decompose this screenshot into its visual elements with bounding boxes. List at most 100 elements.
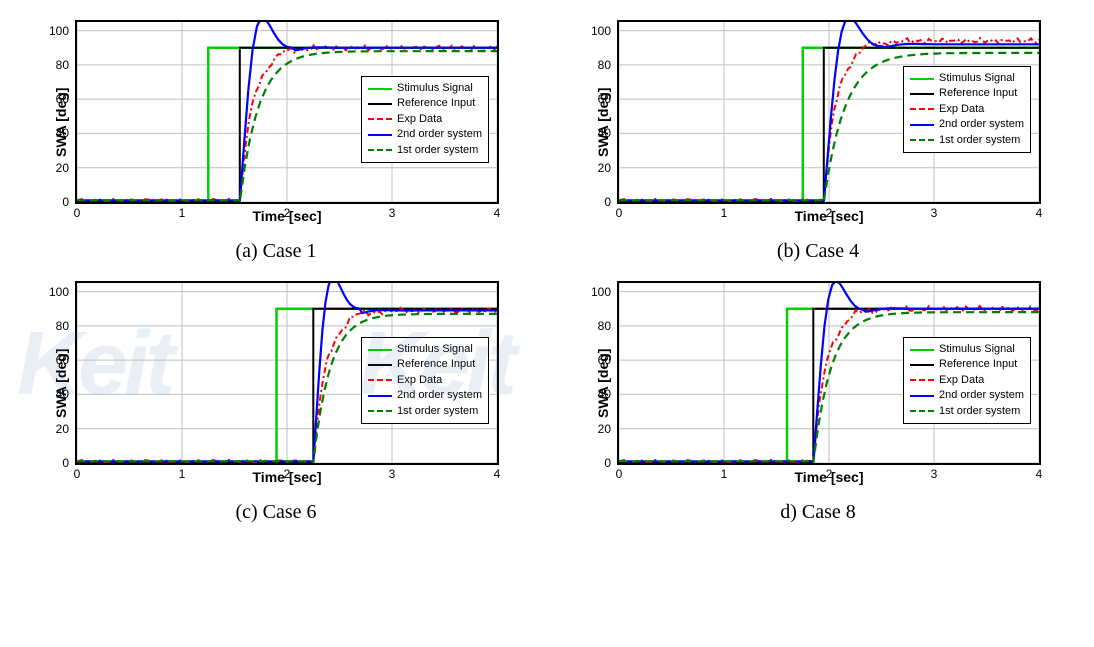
x-tick-label: 2 [284, 206, 291, 220]
x-tick-label: 4 [494, 206, 501, 220]
x-tick-label: 1 [721, 206, 728, 220]
legend: Stimulus SignalReference InputExp Data2n… [903, 66, 1031, 153]
legend-item: Exp Data [910, 373, 1024, 388]
legend-item: 1st order system [910, 133, 1024, 148]
legend: Stimulus SignalReference InputExp Data2n… [361, 76, 489, 163]
legend-label: Exp Data [397, 112, 442, 127]
chart-wrap: SWA [deg] 01234020406080100Stimulus Signa… [53, 20, 499, 224]
chart-caption: (b) Case 4 [777, 240, 859, 263]
y-tick-label: 60 [598, 353, 611, 367]
legend-swatch [368, 118, 392, 120]
x-tick-label: 1 [179, 206, 186, 220]
legend-swatch [368, 410, 392, 412]
x-tick-label: 2 [826, 206, 833, 220]
chart-panel: SWA [deg] 01234020406080100Stimulus Signa… [562, 20, 1074, 271]
legend-label: 1st order system [939, 404, 1020, 419]
legend-label: Reference Input [397, 357, 475, 372]
legend-item: Reference Input [910, 357, 1024, 372]
x-tick-label: 2 [284, 467, 291, 481]
legend-label: Stimulus Signal [939, 342, 1015, 357]
legend-swatch [910, 124, 934, 126]
legend-swatch [910, 395, 934, 397]
chart-caption: (a) Case 1 [235, 240, 316, 263]
chart-caption: d) Case 8 [780, 501, 856, 524]
x-tick-label: 3 [931, 467, 938, 481]
y-tick-label: 20 [56, 161, 69, 175]
legend-item: 1st order system [910, 404, 1024, 419]
legend-item: Exp Data [368, 112, 482, 127]
y-tick-label: 40 [598, 126, 611, 140]
legend-label: Reference Input [397, 96, 475, 111]
x-tick-label: 3 [389, 467, 396, 481]
x-tick-label: 0 [74, 206, 81, 220]
x-tick-label: 2 [826, 467, 833, 481]
x-tick-label: 4 [1036, 206, 1043, 220]
legend-swatch [910, 410, 934, 412]
y-tick-label: 100 [591, 24, 611, 38]
legend-label: Exp Data [939, 373, 984, 388]
legend-swatch [910, 78, 934, 80]
legend-swatch [368, 349, 392, 351]
legend-label: Exp Data [939, 102, 984, 117]
y-tick-label: 40 [56, 126, 69, 140]
legend-item: Stimulus Signal [910, 71, 1024, 86]
legend-label: 2nd order system [397, 388, 482, 403]
legend-swatch [368, 379, 392, 381]
y-axis-label: SWA [deg] [595, 20, 611, 224]
legend-swatch [368, 103, 392, 105]
y-tick-label: 60 [56, 353, 69, 367]
legend-label: Exp Data [397, 373, 442, 388]
x-tick-label: 4 [494, 467, 501, 481]
plot-area: 01234020406080100Stimulus SignalReferenc… [617, 20, 1041, 204]
legend-swatch [368, 149, 392, 151]
legend-swatch [368, 364, 392, 366]
y-tick-label: 20 [598, 422, 611, 436]
chart-wrap: SWA [deg] Keit01234020406080100Stimulus S… [595, 281, 1041, 485]
legend-item: 2nd order system [910, 388, 1024, 403]
chart-panel: SWA [deg]Keit01234020406080100Stimulus S… [20, 281, 532, 532]
legend-swatch [910, 349, 934, 351]
legend-label: 2nd order system [939, 388, 1024, 403]
legend-item: Exp Data [368, 373, 482, 388]
x-tick-label: 4 [1036, 467, 1043, 481]
legend-item: Reference Input [368, 357, 482, 372]
legend-swatch [368, 395, 392, 397]
legend-item: Reference Input [368, 96, 482, 111]
plot-area: Keit01234020406080100Stimulus SignalRefe… [617, 281, 1041, 465]
y-tick-label: 20 [56, 422, 69, 436]
legend-label: Reference Input [939, 86, 1017, 101]
legend-item: 2nd order system [368, 127, 482, 142]
y-tick-label: 0 [62, 456, 69, 470]
y-tick-label: 20 [598, 161, 611, 175]
legend-item: 1st order system [368, 404, 482, 419]
legend: Stimulus SignalReference InputExp Data2n… [903, 337, 1031, 424]
x-tick-label: 3 [389, 206, 396, 220]
legend-label: 1st order system [397, 143, 478, 158]
y-tick-label: 40 [598, 387, 611, 401]
x-tick-label: 0 [616, 206, 623, 220]
plot-area: 01234020406080100Stimulus SignalReferenc… [75, 20, 499, 204]
chart-grid: SWA [deg]01234020406080100Stimulus Signa… [20, 20, 1074, 532]
y-tick-label: 100 [49, 285, 69, 299]
legend-swatch [910, 379, 934, 381]
x-tick-label: 0 [74, 467, 81, 481]
x-tick-label: 1 [721, 467, 728, 481]
y-tick-label: 0 [604, 456, 611, 470]
legend-item: Stimulus Signal [368, 342, 482, 357]
legend-item: Exp Data [910, 102, 1024, 117]
legend-item: 2nd order system [910, 117, 1024, 132]
legend-label: Stimulus Signal [939, 71, 1015, 86]
legend-swatch [910, 139, 934, 141]
legend-item: 1st order system [368, 143, 482, 158]
legend-item: Stimulus Signal [368, 81, 482, 96]
y-axis-label: SWA [deg] [595, 281, 611, 485]
legend-item: 2nd order system [368, 388, 482, 403]
y-axis-label: SWA [deg] [53, 20, 69, 224]
x-tick-label: 3 [931, 206, 938, 220]
legend-label: Reference Input [939, 357, 1017, 372]
y-tick-label: 80 [598, 319, 611, 333]
y-tick-label: 0 [62, 195, 69, 209]
chart-panel: SWA [deg] Keit01234020406080100Stimulus S… [562, 281, 1074, 532]
legend-swatch [910, 108, 934, 110]
y-tick-label: 60 [598, 92, 611, 106]
